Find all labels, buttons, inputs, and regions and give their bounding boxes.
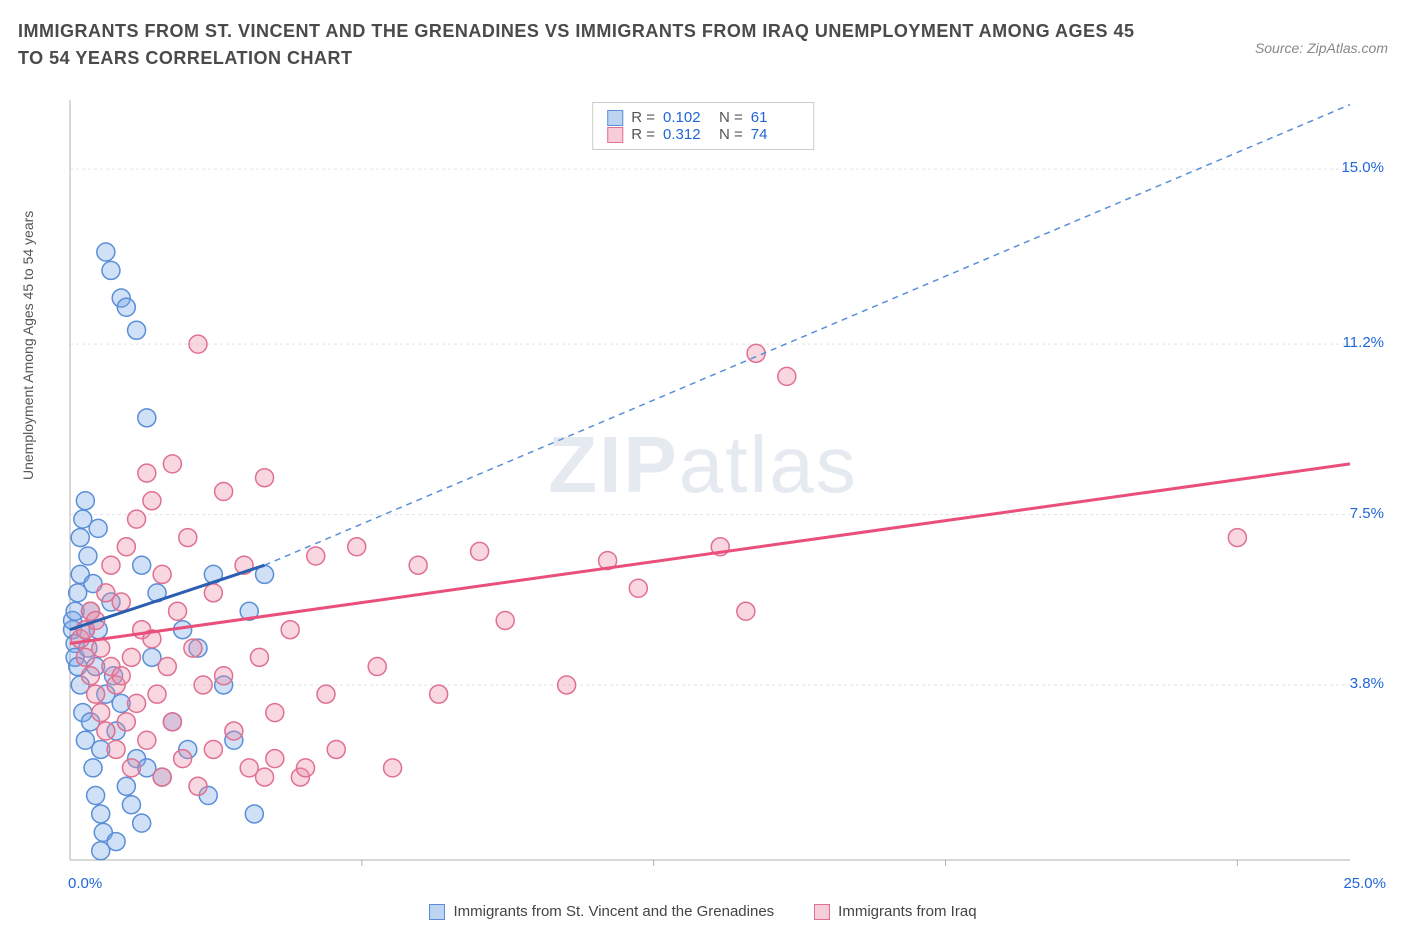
legend-swatch-series2 <box>607 127 623 143</box>
y-tick-label: 3.8% <box>1350 675 1384 692</box>
legend-swatch-series2-b <box>814 904 830 920</box>
legend-swatch-series1 <box>607 110 623 126</box>
y-tick-label: 15.0% <box>1341 159 1384 176</box>
legend-label-series2: Immigrants from Iraq <box>838 903 976 920</box>
y-tick-label: 11.2% <box>1343 334 1384 351</box>
correlation-legend: R =0.102 N =61 R =0.312 N =74 <box>592 102 814 150</box>
x-axis-max-label: 25.0% <box>1343 875 1386 892</box>
x-axis-min-label: 0.0% <box>68 875 102 892</box>
legend-swatch-series1-b <box>429 904 445 920</box>
y-tick-label: 7.5% <box>1350 505 1384 522</box>
legend-label-series1: Immigrants from St. Vincent and the Gren… <box>453 903 774 920</box>
series-legend: Immigrants from St. Vincent and the Gren… <box>0 903 1406 920</box>
